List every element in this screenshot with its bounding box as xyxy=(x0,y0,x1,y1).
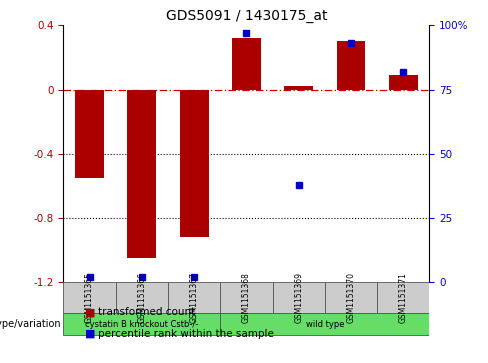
Bar xyxy=(63,282,116,313)
Text: wild type: wild type xyxy=(305,320,344,329)
Text: GSM1151366: GSM1151366 xyxy=(137,272,146,323)
Text: GSM1151368: GSM1151368 xyxy=(242,272,251,323)
Bar xyxy=(180,90,208,237)
Bar xyxy=(63,313,220,335)
Bar xyxy=(116,282,168,313)
Text: percentile rank within the sample: percentile rank within the sample xyxy=(98,329,273,339)
Text: GSM1151370: GSM1151370 xyxy=(346,272,356,323)
Bar xyxy=(337,41,366,90)
Bar xyxy=(220,313,429,335)
Bar xyxy=(127,90,156,258)
Text: ■: ■ xyxy=(85,329,96,339)
Bar xyxy=(389,75,418,90)
Bar xyxy=(273,282,325,313)
Text: GSM1151367: GSM1151367 xyxy=(190,272,199,323)
Text: GSM1151371: GSM1151371 xyxy=(399,272,408,323)
Bar xyxy=(232,38,261,90)
Text: ■: ■ xyxy=(85,307,96,317)
Bar xyxy=(325,282,377,313)
Title: GDS5091 / 1430175_at: GDS5091 / 1430175_at xyxy=(166,9,327,23)
Bar xyxy=(75,90,104,178)
Bar xyxy=(220,282,273,313)
Text: genotype/variation: genotype/variation xyxy=(0,319,61,329)
Text: transformed count: transformed count xyxy=(98,307,195,317)
Bar xyxy=(377,282,429,313)
Bar xyxy=(168,282,220,313)
Text: GSM1151365: GSM1151365 xyxy=(85,272,94,323)
Bar xyxy=(285,86,313,90)
Text: GSM1151369: GSM1151369 xyxy=(294,272,303,323)
Text: cystatin B knockout Cstb-/-: cystatin B knockout Cstb-/- xyxy=(85,320,199,329)
